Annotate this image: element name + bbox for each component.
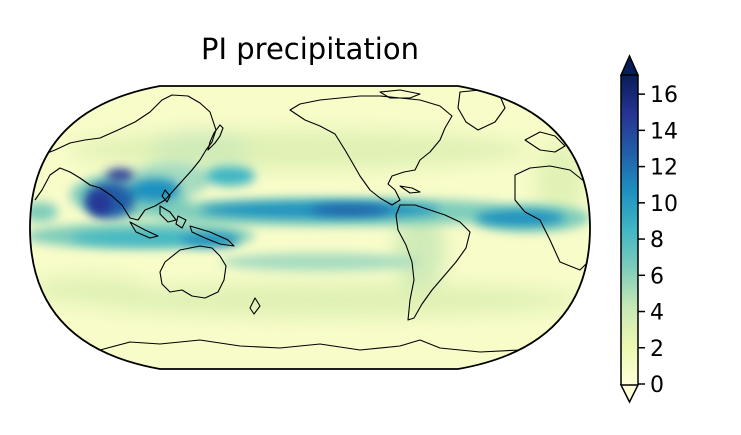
colorbar-tick-label: 6 [650, 264, 664, 289]
globe-outline [29, 85, 591, 370]
map-title: PI precipitation [201, 32, 419, 66]
colorbar: 0 2 4 6 8 10 12 14 16 [619, 54, 678, 404]
precipitation-field [30, 86, 590, 369]
colorbar-tick-label: 2 [650, 337, 664, 362]
colorbar-tick-label: 4 [650, 301, 664, 326]
colorbar-tick-label: 12 [650, 156, 678, 181]
colorbar-tick-label: 0 [650, 373, 664, 398]
colorbar-tick-label: 16 [650, 83, 678, 108]
colorbar-max-extension [619, 54, 640, 76]
colorbar-min-extension [619, 384, 640, 404]
coastlines [30, 89, 590, 353]
colorbar-tick-label: 10 [650, 192, 678, 217]
colorbar-tick-label: 8 [650, 228, 664, 253]
colorbar-tick-label: 14 [650, 119, 678, 144]
colorbar-body [621, 75, 638, 385]
